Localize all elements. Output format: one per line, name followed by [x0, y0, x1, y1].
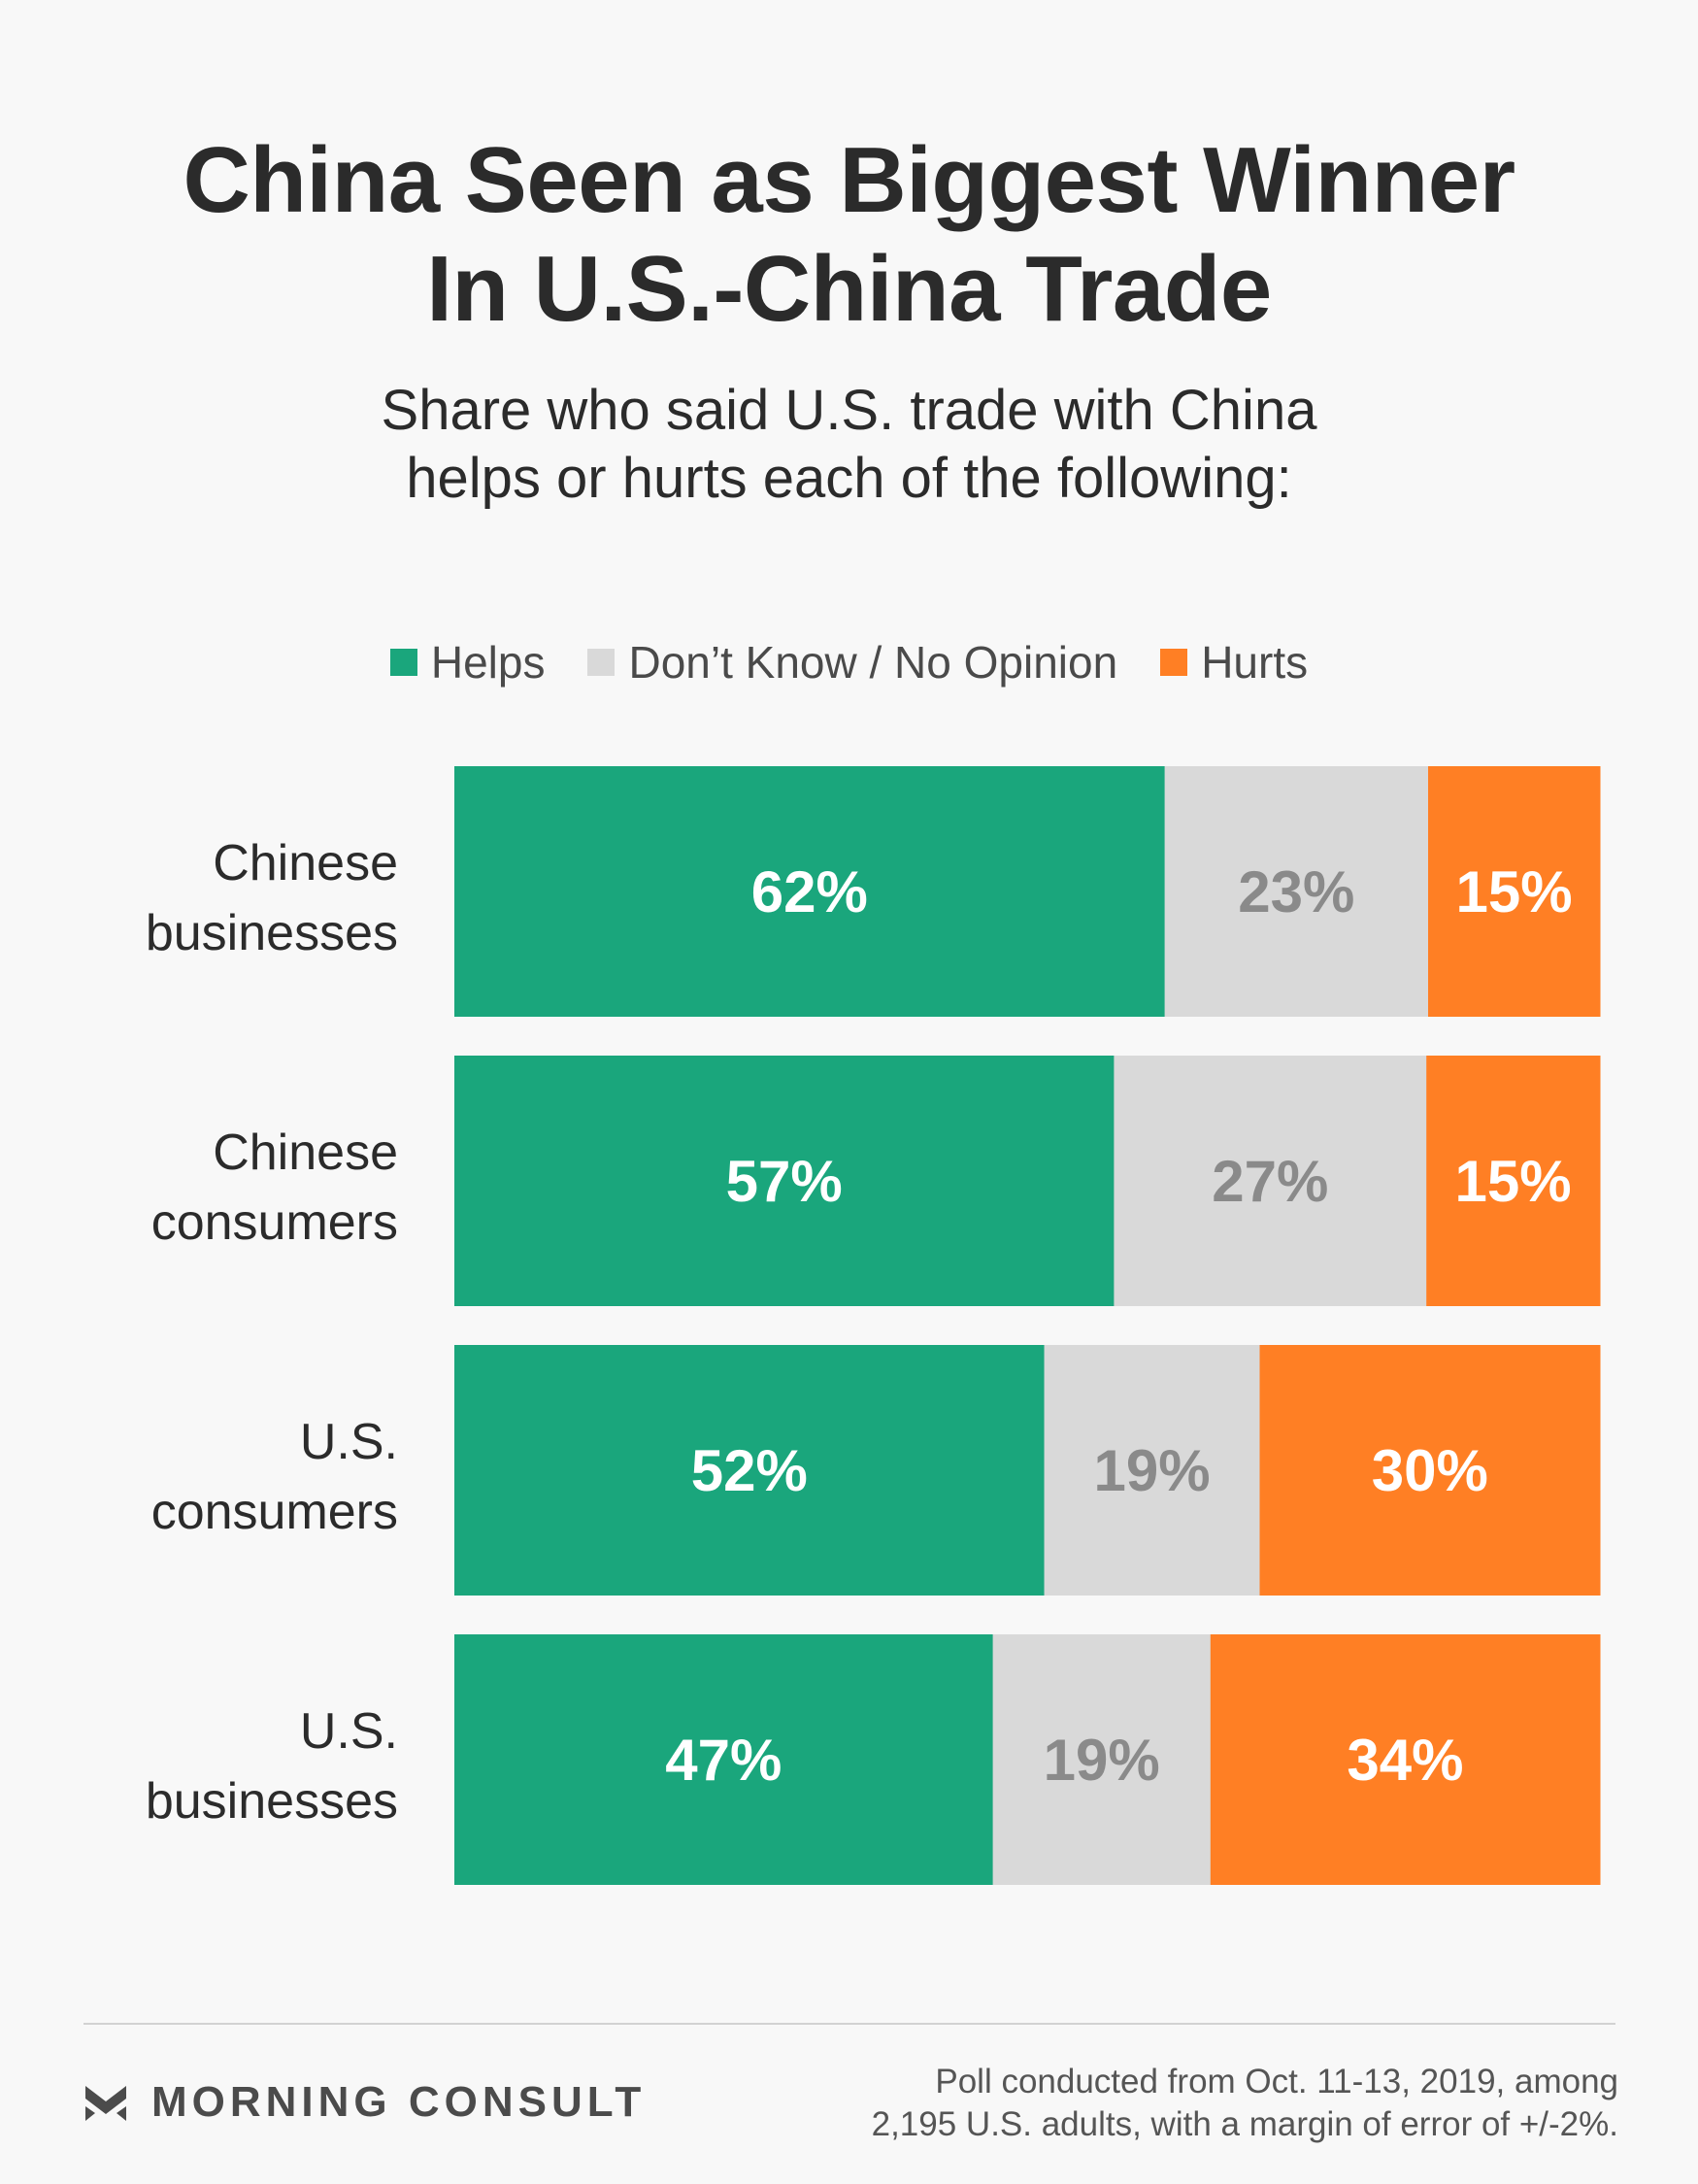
legend-swatch-hurts	[1160, 649, 1188, 676]
data-label-u-s-businesses-hurts: 34%	[1347, 1728, 1463, 1793]
category-label-u-s-consumers: U.S. consumers	[151, 1414, 398, 1540]
legend-item-hurts: Hurts	[1160, 636, 1308, 689]
morning-consult-logo-icon	[85, 2086, 126, 2121]
data-label-u-s-businesses-don-t-know-no-opinion: 19%	[1044, 1728, 1160, 1793]
bar-segment-chinese-businesses-don-t-know-no-opinion	[1164, 766, 1429, 1017]
bar-segment-u-s-consumers-hurts	[1259, 1345, 1601, 1596]
chart-subtitle-line-2: helps or hurts each of the following:	[406, 447, 1292, 510]
chart-title-line-1: China Seen as Biggest Winner	[183, 128, 1515, 232]
data-label-chinese-businesses-don-t-know-no-opinion: 23%	[1238, 859, 1354, 924]
chart-subtitle: Share who said U.S. trade with China hel…	[0, 377, 1698, 513]
chart-legend: Helps Don’t Know / No Opinion Hurts	[0, 636, 1698, 689]
legend-label-dont-know: Don’t Know / No Opinion	[628, 637, 1118, 688]
brand-logo: MORNING CONSULT	[85, 2078, 646, 2127]
data-label-chinese-consumers-helps: 57%	[726, 1149, 843, 1214]
bar-segment-chinese-businesses-hurts	[1428, 766, 1601, 1017]
legend-label-helps: Helps	[430, 637, 546, 688]
bar-segment-u-s-businesses-don-t-know-no-opinion	[992, 1634, 1212, 1885]
bar-segment-chinese-consumers-don-t-know-no-opinion	[1114, 1056, 1427, 1306]
data-label-u-s-consumers-don-t-know-no-opinion: 19%	[1093, 1438, 1210, 1503]
data-label-u-s-businesses-helps: 47%	[665, 1728, 782, 1793]
legend-item-helps: Helps	[389, 636, 546, 689]
legend-label-hurts: Hurts	[1201, 637, 1309, 688]
bar-segment-chinese-consumers-helps	[454, 1056, 1115, 1306]
chart-title-line-2: In U.S.-China Trade	[426, 237, 1272, 341]
bar-segment-u-s-businesses-helps	[454, 1634, 994, 1885]
category-label-chinese-businesses: Chinese businesses	[146, 835, 398, 961]
data-label-u-s-consumers-helps: 52%	[691, 1438, 808, 1503]
brand-name: MORNING CONSULT	[151, 2078, 647, 2126]
legend-swatch-helps	[389, 649, 417, 676]
category-label-chinese-consumers: Chinese consumers	[151, 1125, 398, 1251]
category-label-u-s-businesses: U.S. businesses	[146, 1703, 398, 1830]
footer-divider	[83, 2023, 1615, 2025]
data-label-chinese-businesses-helps: 62%	[751, 859, 868, 924]
bar-segment-chinese-consumers-hurts	[1426, 1056, 1601, 1306]
bar-segment-u-s-consumers-helps	[454, 1345, 1046, 1596]
data-label-chinese-consumers-hurts: 15%	[1455, 1149, 1572, 1214]
legend-item-dont-know: Don’t Know / No Opinion	[587, 636, 1117, 689]
data-label-chinese-businesses-hurts: 15%	[1455, 859, 1572, 924]
bar-segment-u-s-consumers-don-t-know-no-opinion	[1044, 1345, 1261, 1596]
bar-segment-chinese-businesses-helps	[454, 766, 1166, 1017]
data-label-chinese-consumers-don-t-know-no-opinion: 27%	[1212, 1149, 1328, 1214]
source-note: Poll conducted from Oct. 11-13, 2019, am…	[872, 2061, 1618, 2146]
chart-subtitle-line-1: Share who said U.S. trade with China	[381, 379, 1317, 442]
data-label-u-s-consumers-hurts: 30%	[1372, 1438, 1488, 1503]
source-line-1: Poll conducted from Oct. 11-13, 2019, am…	[935, 2063, 1618, 2100]
legend-swatch-dont-know	[587, 649, 616, 676]
source-line-2: 2,195 U.S. adults, with a margin of erro…	[871, 2105, 1618, 2143]
chart-title: China Seen as Biggest Winner In U.S.-Chi…	[0, 126, 1698, 344]
bar-segment-u-s-businesses-hurts	[1210, 1634, 1601, 1885]
